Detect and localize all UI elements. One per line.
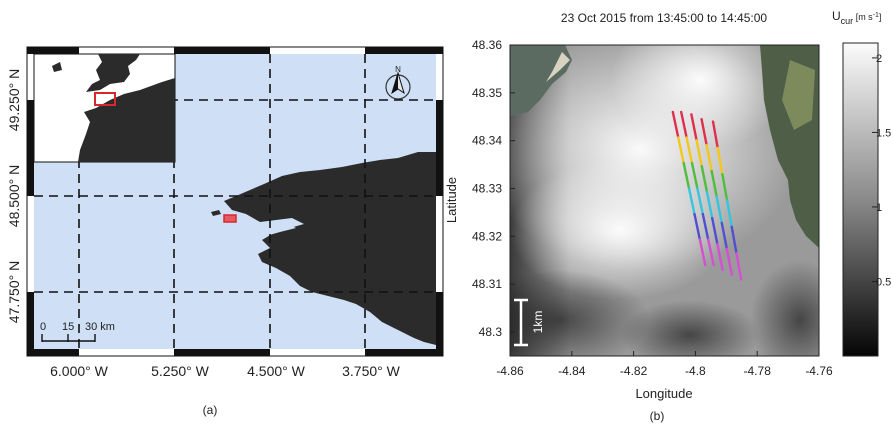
map-frame-checker — [27, 47, 443, 356]
lon-tick-labels: 6.000° W 5.250° W 4.500° W 3.750° W — [50, 363, 401, 379]
y-axis: 48.36 48.35 48.34 48.33 48.32 48.31 48.3 — [472, 38, 515, 339]
panel-b-current-map: 23 Oct 2015 from 13:45:00 to 14:45:00 -4… — [444, 9, 891, 423]
track-segment — [721, 172, 729, 202]
lon-tick: 5.250° W — [151, 363, 210, 379]
inset-land-britain — [86, 54, 140, 92]
caption-a: (a) — [203, 403, 218, 417]
x-tick-label: -4.82 — [620, 364, 648, 378]
track-segment — [716, 146, 724, 176]
x-axis-label: Longitude — [635, 386, 692, 401]
inset-land-channel-isle — [52, 62, 62, 72]
small-island — [398, 309, 404, 313]
drifter-tracks — [671, 110, 743, 281]
track-segment — [710, 169, 718, 199]
scale-label-30: 30 km — [85, 321, 115, 333]
track-segment — [701, 212, 710, 241]
track-segment — [711, 120, 719, 150]
colorbar-tick-label: 0.5 — [876, 276, 891, 288]
y-tick-label: 48.31 — [472, 277, 502, 291]
inset-locator — [94, 92, 116, 106]
panel-a-map: N 0 15 30 km 6.000° W 5.250° W 4.500° W … — [6, 46, 444, 417]
track-segment — [710, 216, 719, 246]
colorbar-ticks: 2 1.5 1 0.5 — [872, 53, 891, 288]
track-segment — [725, 199, 733, 229]
lat-tick: 47.750° N — [6, 261, 22, 323]
x-tick-label: -4.78 — [744, 364, 772, 378]
track-segment — [685, 136, 694, 165]
track-segment — [679, 110, 688, 139]
y-tick-label: 48.34 — [472, 134, 502, 148]
track-segment — [695, 139, 703, 168]
track-segment — [700, 165, 709, 194]
colorbar-label: Ucur [m s-1] — [832, 9, 881, 26]
scale-label-15: 15 — [62, 321, 74, 333]
y-tick-label: 48.3 — [479, 325, 503, 339]
coast-west-headland — [510, 45, 572, 116]
lon-tick: 6.000° W — [50, 363, 109, 379]
track-segment — [735, 251, 743, 281]
track-segment — [671, 110, 680, 139]
track-segment — [716, 242, 724, 272]
y-tick-label: 48.33 — [472, 182, 502, 196]
caption-b: (b) — [650, 409, 665, 423]
colorbar-tick-label: 2 — [876, 53, 882, 65]
colorbar: 2 1.5 1 0.5 Ucur [m s-1] — [832, 9, 891, 357]
coast-west-beach — [546, 52, 570, 82]
track-segment — [705, 190, 714, 220]
track-segment — [707, 238, 715, 267]
y-tick-label: 48.32 — [472, 229, 502, 243]
track-segment — [725, 247, 734, 276]
y-tick-label: 48.36 — [472, 38, 502, 52]
north-arrow-icon: N — [385, 65, 411, 100]
track-segment — [730, 225, 738, 255]
colorbar-tick-label: 1 — [876, 202, 882, 214]
x-tick-label: -4.76 — [805, 364, 833, 378]
track-segment — [677, 136, 685, 165]
lon-tick: 4.500° W — [247, 363, 306, 379]
brittany-land — [224, 152, 436, 345]
x-tick-label: -4.86 — [496, 364, 524, 378]
north-label: N — [395, 65, 401, 74]
x-axis: -4.86 -4.84 -4.82 -4.8 -4.78 -4.76 — [496, 351, 833, 378]
track-segment — [700, 117, 708, 147]
study-area-marker — [223, 214, 237, 223]
y-tick-label: 48.35 — [472, 86, 502, 100]
track-segment — [682, 161, 691, 190]
track-segment — [690, 113, 698, 142]
lon-tick: 3.750° W — [342, 363, 401, 379]
track-segment — [696, 187, 705, 216]
track-segment — [705, 143, 713, 173]
speed-field — [510, 45, 819, 356]
lat-tick: 49.250° N — [6, 69, 22, 131]
inset-overview-map — [33, 53, 176, 163]
track-segment — [715, 195, 723, 225]
inset-land-france — [78, 78, 175, 162]
ouessant-island — [211, 210, 221, 216]
x-tick-label: -4.8 — [685, 364, 706, 378]
plot-frame — [509, 44, 820, 357]
map-scale-bar: 0 15 30 km — [40, 321, 115, 342]
colorbar-tick-label: 1.5 — [876, 127, 891, 139]
scale-1km-label: 1km — [531, 311, 545, 334]
lat-tick-labels: 49.250° N 48.500° N 47.750° N — [6, 69, 22, 323]
y-axis-label: Latitude — [444, 177, 459, 223]
track-segment — [698, 238, 707, 267]
track-segment — [690, 161, 699, 190]
lat-tick: 48.500° N — [6, 165, 22, 227]
x-tick-label: -4.84 — [558, 364, 586, 378]
scale-1km: 1km — [514, 298, 545, 347]
track-segment — [687, 187, 696, 216]
scale-label-0: 0 — [40, 321, 46, 333]
panel-b-title: 23 Oct 2015 from 13:45:00 to 14:45:00 — [561, 11, 767, 25]
coast-east-fields — [782, 60, 815, 130]
track-segment — [720, 221, 729, 250]
track-segment — [693, 212, 702, 241]
